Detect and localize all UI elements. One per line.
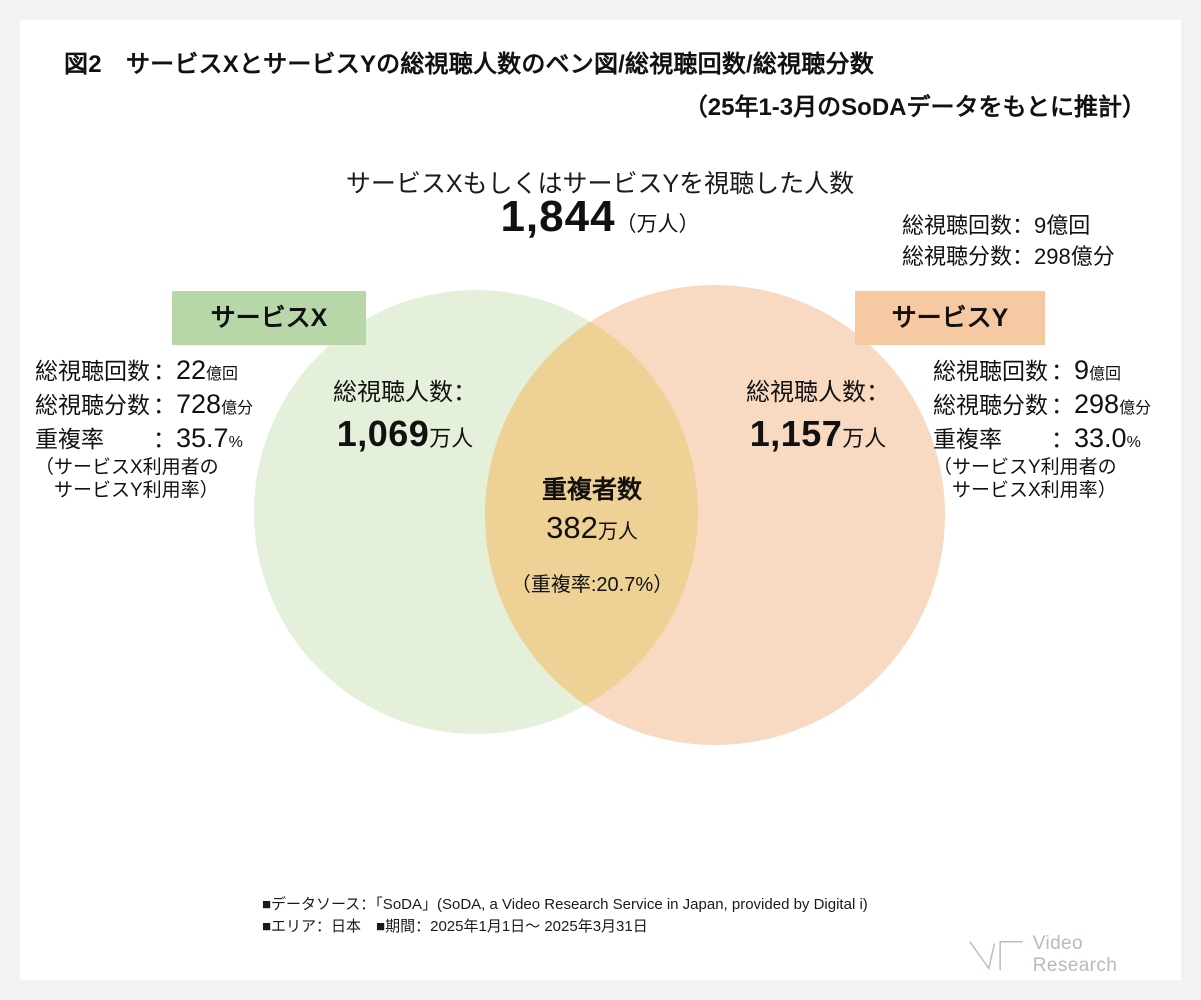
stat-unit: 億分 xyxy=(221,400,254,417)
union-stats: 総視聴回数：9億回 総視聴分数：298億分 xyxy=(902,210,1115,272)
stat-label: 総視聴回数 xyxy=(35,358,150,384)
stat-label: 総視聴分数 xyxy=(35,392,150,418)
overlap-value: 382 xyxy=(546,510,598,545)
service-y-stats: 総視聴回数： 9 億回 総視聴分数： 298 億分 重複率： 33.0% （サービスY利用… xyxy=(933,352,1201,502)
service-x-total-minutes-row: 総視聴分数： 728 億分 xyxy=(35,386,325,420)
audience-unit: 万人 xyxy=(842,426,887,451)
stat-value: 33.0 xyxy=(1074,423,1127,453)
figure-title-line1: 図2 サービスXとサービスYの総視聴人数のベン図/総視聴回数/総視聴分数 xyxy=(64,51,874,78)
service-x-stats: 総視聴回数： 22 億回 総視聴分数： 728 億分 重複率： 35.7% （サービスX利… xyxy=(35,352,325,502)
overlap-rate: （重複率:20.7%） xyxy=(510,574,674,596)
stat-colon: ： xyxy=(153,426,176,452)
stat-unit: % xyxy=(228,434,243,451)
stat-value: 9 xyxy=(1074,355,1090,385)
stat-label: 重複率 xyxy=(35,426,104,452)
area-period-note: ■エリア：日本 ■期間：2025年1月1日～ 2025年3月31日 xyxy=(262,918,648,935)
stat-colon: ： xyxy=(153,392,176,418)
overlap-value-row: 382万人 xyxy=(482,510,702,546)
stat-unit: % xyxy=(1126,434,1141,451)
service-y-total-views-row: 総視聴回数： 9 億回 xyxy=(933,352,1201,386)
service-y-total-minutes-row: 総視聴分数： 298 億分 xyxy=(933,386,1201,420)
service-x-audience: 総視聴人数： 1,069万人 xyxy=(295,372,515,455)
audience-value: 1,157 xyxy=(749,413,843,454)
stat-value: 35.7 xyxy=(176,423,229,453)
service-y-overlap-rate-row: 重複率 ： 33.0% xyxy=(933,420,1201,454)
union-total-minutes: 総視聴分数：298億分 xyxy=(902,244,1115,269)
stat-colon: ： xyxy=(1051,358,1074,384)
service-x-rate-note: （サービスX利用者の サービスY利用率） xyxy=(35,456,325,502)
stat-value: 728 xyxy=(176,389,222,419)
figure-title: 図2 サービスXとサービスYの総視聴人数のベン図/総視聴回数/総視聴分数 （25… xyxy=(64,44,1146,122)
service-x-label-box: サービスX xyxy=(172,291,366,345)
union-label: サービスXもしくはサービスYを視聴した人数 xyxy=(345,170,855,198)
note-line1: （サービスX利用者の xyxy=(35,457,219,478)
service-y-label-box: サービスY xyxy=(855,291,1045,345)
service-x-overlap-rate-row: 重複率 ： 35.7% xyxy=(35,420,325,454)
figure-title-line2: （25年1-3月のSoDAデータをもとに推計） xyxy=(683,94,1146,121)
video-research-logo-icon xyxy=(969,940,1023,971)
video-research-logo-text: Video Research xyxy=(1032,933,1118,976)
union-value-number: 1,844 xyxy=(500,192,616,241)
stat-value: 298 xyxy=(1074,389,1120,419)
union-value-unit: （万人） xyxy=(615,213,700,236)
stat-value: 22 xyxy=(176,355,207,385)
overlap-title: 重複者数 xyxy=(541,476,642,504)
audience-label: 総視聴人数： xyxy=(746,379,890,406)
audience-value-row: 1,069万人 xyxy=(295,413,515,455)
service-y-rate-note: （サービスY利用者の サービスX利用率） xyxy=(933,456,1201,502)
note-line1: （サービスY利用者の xyxy=(933,457,1117,478)
data-source-note: ■データソース：「SoDA」(SoDA, a Video Research Se… xyxy=(262,896,868,913)
stat-label: 重複率 xyxy=(933,426,1002,452)
note-line2: サービスX利用率） xyxy=(933,480,1117,501)
stat-colon: ： xyxy=(1051,426,1074,452)
stat-colon: ： xyxy=(153,358,176,384)
video-research-logo: Video Research xyxy=(966,932,1166,978)
union-value: 1,844（万人） xyxy=(250,192,950,242)
overlap-unit: 万人 xyxy=(597,521,638,543)
audience-value: 1,069 xyxy=(336,413,430,454)
service-y-audience: 総視聴人数： 1,157万人 xyxy=(708,372,928,455)
stat-unit: 億回 xyxy=(206,366,239,383)
overlap-region xyxy=(485,290,698,734)
audience-unit: 万人 xyxy=(429,426,474,451)
source-notes: ■データソース：「SoDA」(SoDA, a Video Research Se… xyxy=(262,894,868,938)
stat-colon: ： xyxy=(1051,392,1074,418)
stat-unit: 億分 xyxy=(1119,400,1152,417)
stat-unit: 億回 xyxy=(1089,366,1122,383)
stat-label: 総視聴回数 xyxy=(933,358,1048,384)
union-total-views: 総視聴回数：9億回 xyxy=(902,213,1091,238)
audience-label: 総視聴人数： xyxy=(333,379,477,406)
service-x-total-views-row: 総視聴回数： 22 億回 xyxy=(35,352,325,386)
overlap-stats: 重複者数 382万人 （重複率:20.7%） xyxy=(482,470,702,597)
stat-label: 総視聴分数 xyxy=(933,392,1048,418)
audience-value-row: 1,157万人 xyxy=(708,413,928,455)
note-line2: サービスY利用率） xyxy=(35,480,219,501)
